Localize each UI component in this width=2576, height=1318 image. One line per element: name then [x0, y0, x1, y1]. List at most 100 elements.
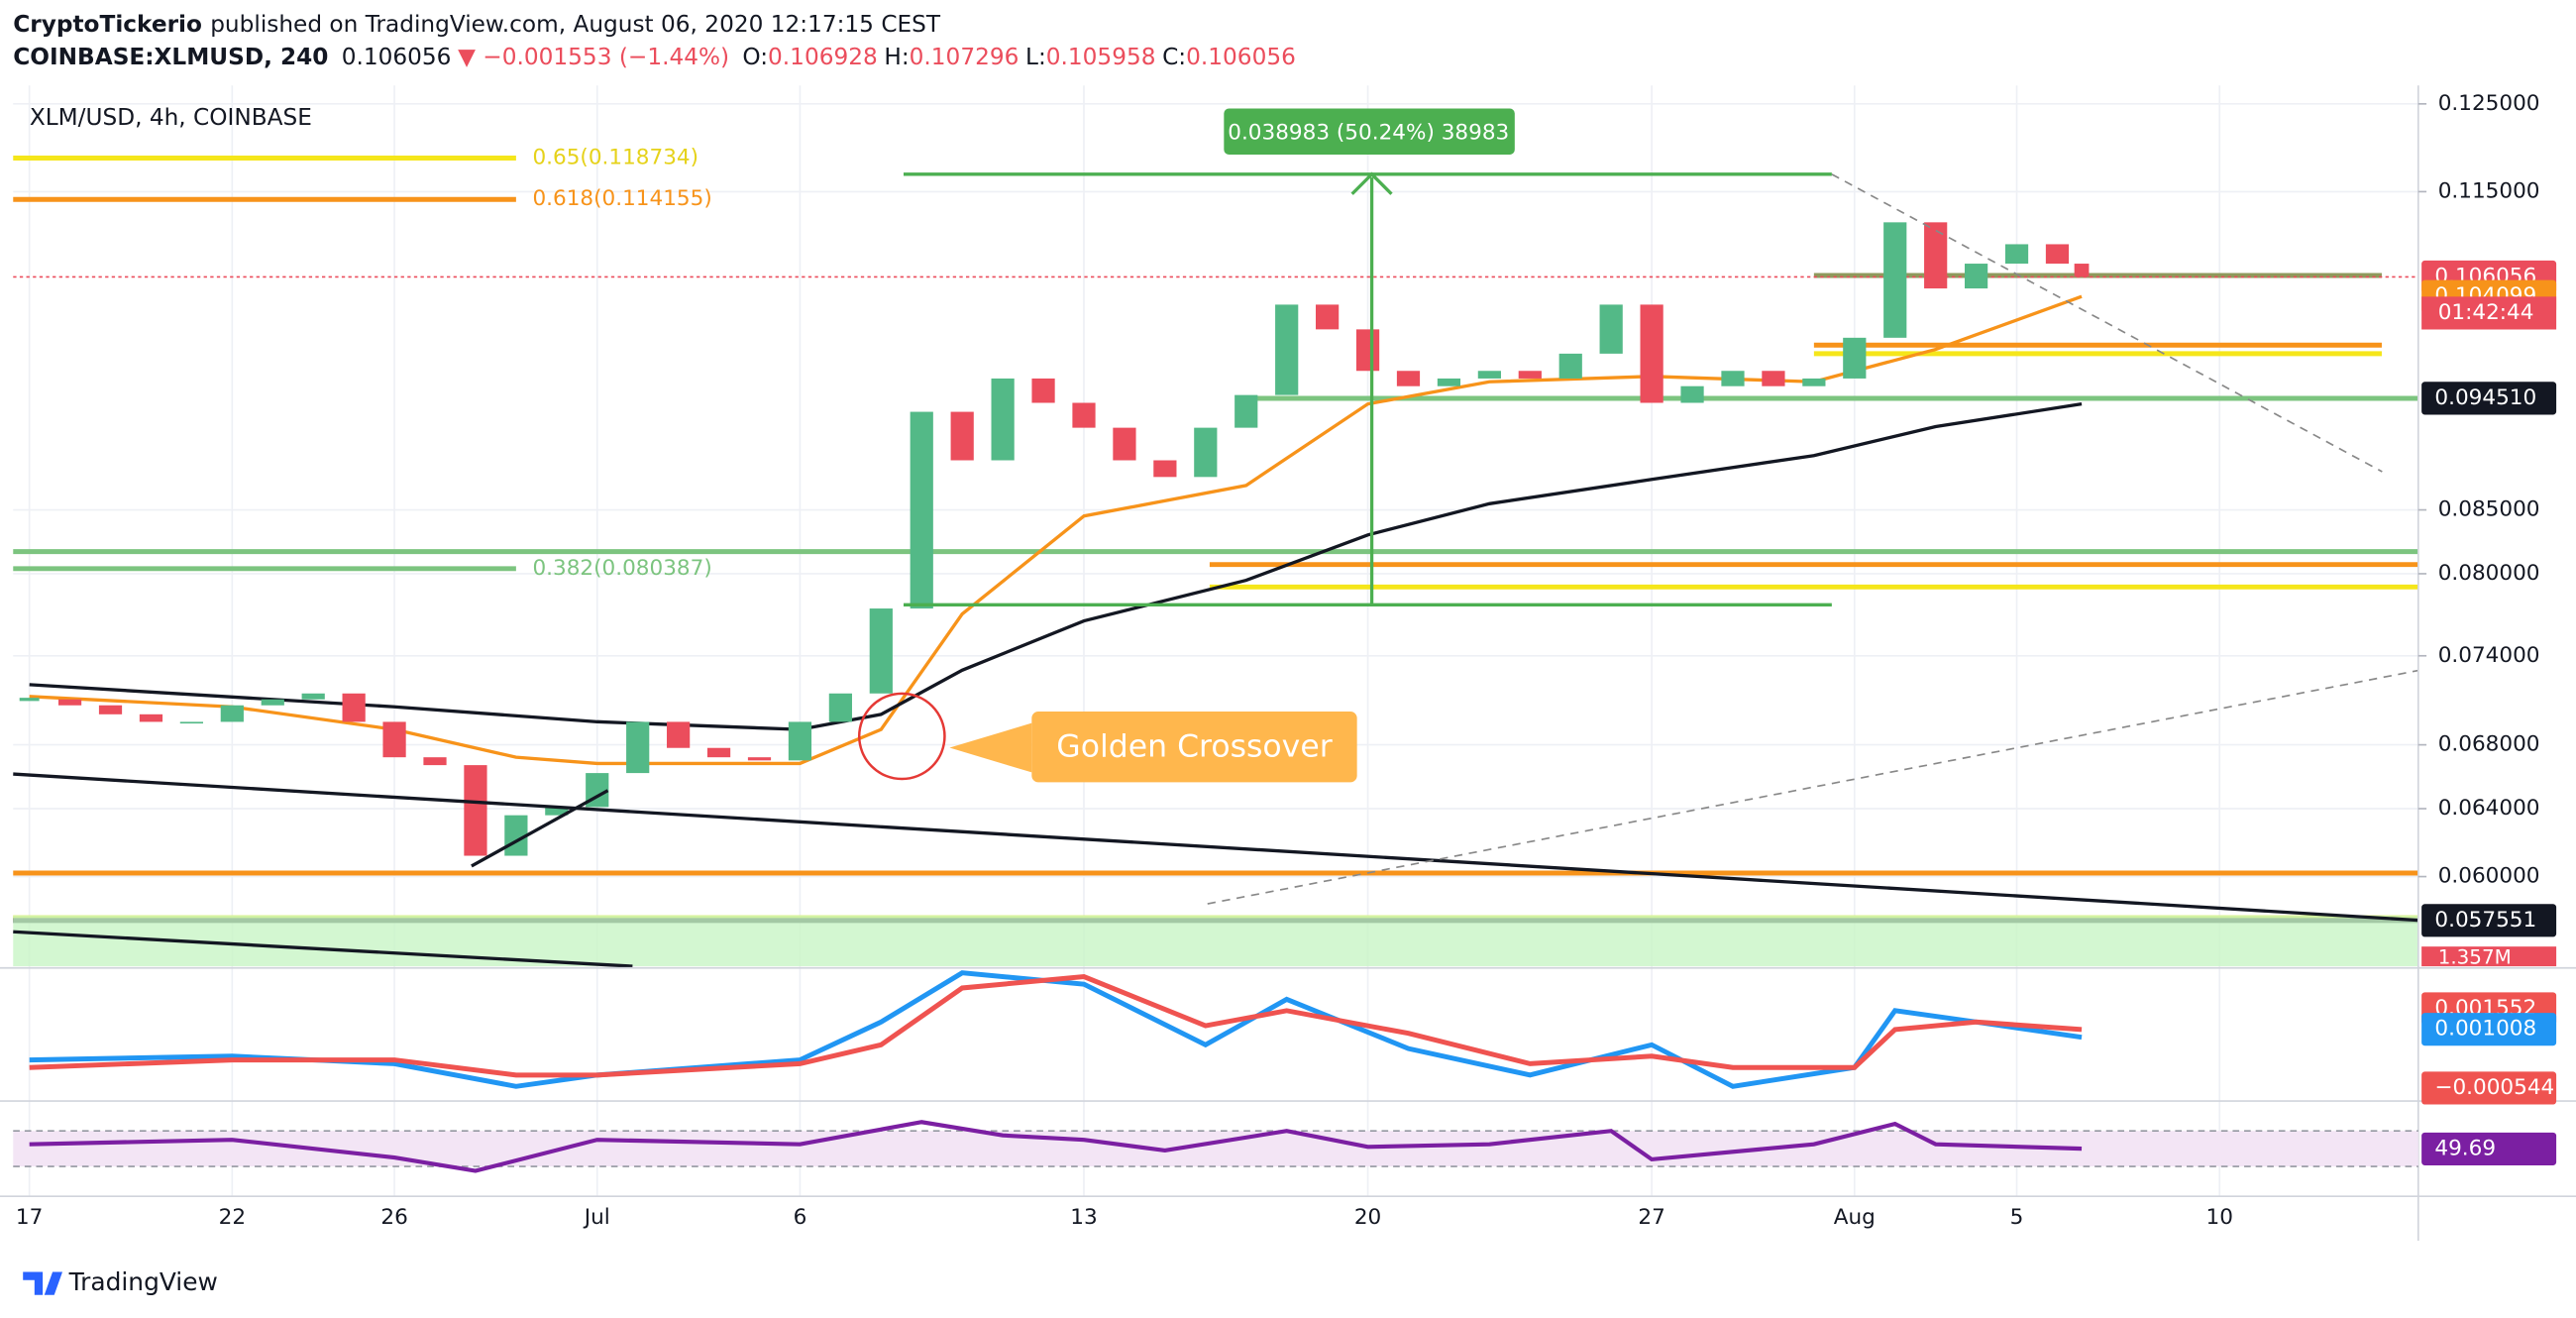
- candle: [139, 714, 163, 722]
- x-tick-label: 6: [794, 1205, 807, 1230]
- candle: [747, 757, 772, 761]
- candle: [1518, 371, 1542, 379]
- candle: [1964, 264, 1988, 289]
- candle: [2004, 244, 2029, 265]
- candle: [1762, 371, 1785, 386]
- candle: [301, 693, 325, 700]
- measure-arrow-head: [1350, 171, 1393, 195]
- ohlc-value: 0.106056: [1186, 44, 1296, 70]
- candle: [1194, 427, 1218, 478]
- ohlc-key: C:: [1162, 44, 1186, 70]
- candle: [1113, 427, 1136, 461]
- ohlc-value: 0.105958: [1046, 44, 1156, 70]
- candle: [667, 721, 691, 748]
- candle: [1843, 337, 1867, 379]
- y-tick-label: 0.085000: [2438, 497, 2540, 522]
- last-price: 0.106056: [342, 44, 452, 70]
- y-tick-label: 0.125000: [2438, 91, 2540, 116]
- candle: [950, 411, 974, 461]
- y-tick-label: 0.060000: [2438, 864, 2540, 889]
- candle: [1924, 222, 1948, 289]
- candle: [1275, 304, 1299, 395]
- price-tag: [2421, 1071, 2557, 1105]
- candle: [1477, 371, 1501, 379]
- candle: [423, 757, 447, 766]
- ohlc-key: O:: [742, 44, 768, 70]
- logo: [23, 1271, 63, 1295]
- candle: [626, 721, 650, 774]
- ohlc-value: 0.107296: [910, 44, 1020, 70]
- ohlc-value: 0.106928: [768, 44, 878, 70]
- level-label: 0.65(0.118734): [532, 145, 698, 169]
- x-tick-label: Jul: [583, 1205, 610, 1230]
- price-tag-label: 0.057551: [2434, 908, 2536, 933]
- candle: [1153, 460, 1177, 478]
- trend-line: [1831, 173, 2383, 473]
- header-line: CryptoTickerio published on TradingView.c…: [13, 10, 941, 37]
- candle: [1802, 378, 1826, 386]
- published: published on TradingView.com, August 06,…: [210, 10, 941, 37]
- x-tick-label: 13: [1070, 1205, 1097, 1230]
- price-tag: [2421, 1013, 2557, 1046]
- highlight-circle: [857, 692, 946, 781]
- trend-line: [1207, 669, 2418, 905]
- callout-label: Golden Crossover: [1056, 729, 1332, 765]
- header-line: COINBASE:XLMUSD, 240 0.106056 ▼ −0.001553 …: [13, 44, 1296, 70]
- candle: [464, 765, 487, 856]
- price-tag-label: 49.69: [2434, 1136, 2496, 1160]
- candle: [1640, 304, 1664, 403]
- drawings: 0.038983 (50.24%) 38983 Golden Crossover: [13, 108, 2418, 968]
- candle: [1031, 378, 1055, 403]
- volume-label: 1.357M: [2438, 945, 2512, 968]
- x-tick-label: 22: [219, 1205, 246, 1230]
- candle: [1680, 385, 1704, 403]
- zone: [13, 915, 2418, 967]
- candle: [220, 705, 244, 722]
- price-tag-label: 0.001008: [2434, 1017, 2536, 1042]
- measure-label: 0.038983 (50.24%) 38983: [1228, 120, 1509, 145]
- macd-line: [29, 973, 2083, 1078]
- axes: 17 22 26 Jul 6 13 20 27 Aug 5 10 0.125000 0.115000 0.…: [16, 91, 2557, 1230]
- candle: [2045, 244, 2070, 265]
- x-tick-label: 5: [2010, 1205, 2024, 1230]
- ohlc-key: L:: [1025, 44, 1046, 70]
- candle: [1437, 378, 1461, 386]
- x-tick-label: 20: [1354, 1205, 1381, 1230]
- candle: [2074, 264, 2090, 277]
- author: CryptoTickerio: [13, 10, 202, 37]
- candle: [788, 721, 812, 761]
- candle: [1558, 353, 1582, 379]
- candle: [382, 721, 406, 758]
- price-tag: [2421, 904, 2557, 937]
- legend: XLM/USD, 4h, COINBASE: [30, 104, 312, 131]
- candle: [98, 705, 123, 714]
- brand: TradingView: [68, 1267, 218, 1296]
- y-tick-label: 0.115000: [2438, 178, 2540, 203]
- candle: [1234, 394, 1258, 428]
- change: ▼ −0.001553 (−1.44%): [458, 44, 729, 70]
- countdown: 01:42:44: [2438, 300, 2534, 325]
- x-tick-label: 10: [2206, 1205, 2233, 1230]
- candle: [1721, 371, 1745, 386]
- measure-box: [1224, 108, 1515, 155]
- price-tag: [2421, 382, 2557, 415]
- footer: TradingView: [23, 1267, 218, 1296]
- header: CryptoTickerio published on TradingView.c…: [13, 10, 1296, 131]
- candle: [179, 721, 203, 724]
- candle: [261, 699, 284, 706]
- candle: [545, 807, 569, 816]
- trend-line: [471, 789, 609, 868]
- candle: [991, 378, 1015, 461]
- price-tag: [2421, 1132, 2557, 1165]
- x-tick-label: 17: [16, 1205, 43, 1230]
- level-label: 0.382(0.080387): [532, 556, 711, 581]
- background-layer: 0.65(0.118734) 0.618(0.114155) 0.382(0.080…: [13, 85, 2418, 1197]
- candle: [1316, 304, 1340, 330]
- trend-line: [13, 772, 2418, 923]
- volume-tag: [2421, 946, 2557, 967]
- candle: [828, 693, 852, 722]
- ohlc-key: H:: [884, 44, 909, 70]
- trend-line: [13, 930, 633, 968]
